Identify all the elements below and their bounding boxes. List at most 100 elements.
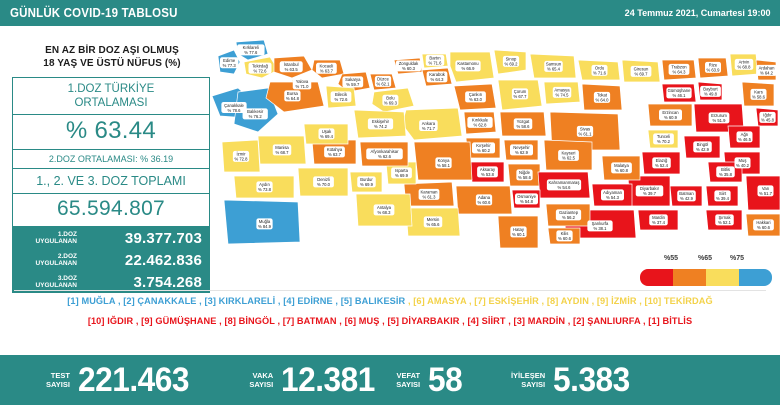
province-tokat[interactable] [581,83,623,111]
province-tunceli[interactable] [647,129,679,149]
province-siirt[interactable] [705,185,739,207]
province-mardin[interactable] [637,209,679,231]
province-diyarbakır[interactable] [627,175,671,207]
province-kastamonu[interactable] [449,51,495,83]
province-bolu[interactable] [371,87,415,113]
province-kocaeli[interactable] [311,59,345,79]
province-aydın[interactable] [233,175,295,199]
province-tekirdağ[interactable] [243,56,279,79]
province-karabük[interactable] [421,67,453,87]
case-count-label-line2: SAYISI [249,380,274,389]
province-bitlis[interactable] [707,161,743,183]
dose-3-value: 3.754.268 [133,273,202,291]
province-kilis[interactable] [547,227,581,245]
province-adana[interactable] [455,185,513,215]
province-i̇stanbul[interactable] [273,55,313,79]
dose-3-label: 3.DOZ UYGULANAN [12,275,84,290]
province-amasya[interactable] [543,81,581,105]
province-antalya[interactable] [355,193,413,227]
province-kırklareli[interactable] [235,39,269,61]
legend-swatch-red [640,269,673,286]
province-karaman[interactable] [403,181,455,207]
province-kırıkkale[interactable] [463,111,497,135]
dose-2-value: 22.462.836 [124,251,202,269]
province-edirne[interactable] [217,49,241,75]
death-count-label-line1: VEFAT [396,371,421,380]
province-samsun[interactable] [529,53,577,79]
province-aksaray[interactable] [469,161,505,183]
province-ankara[interactable] [401,107,463,141]
province-afyonkarahisar[interactable] [359,141,409,167]
province-muğla[interactable] [223,199,301,245]
province-manisa[interactable] [257,135,307,165]
province-çorum[interactable] [497,79,543,111]
province-malatya[interactable] [601,155,641,181]
province-düzce[interactable] [369,73,397,91]
province-nevşehir[interactable] [503,139,539,161]
province-sinop[interactable] [493,49,527,75]
province-ağrı[interactable] [727,125,761,149]
lowest-provinces-list: [10] IĞDIR , [9] GÜMÜŞHANE , [8] BİNGÖL … [87,316,693,326]
dose2-average-text: 2.DOZ ORTALAMASI: % 36.19 [13,150,209,169]
footer-stat-recovered: İYİLEŞEN SAYISI 5.383 [511,361,636,400]
dose1-average-value: % 63.44 [13,115,209,150]
province-kırşehir[interactable] [465,137,501,159]
province-zonguldak[interactable] [393,57,423,75]
panel-heading-line1: EN AZ BİR DOZ AŞI OLMUŞ [45,45,179,56]
province-mersin[interactable] [405,207,461,237]
vaccination-stats-panel: EN AZ BİR DOZ AŞI OLMUŞ 18 YAŞ VE ÜSTÜ N… [12,44,212,293]
province-denizli[interactable] [297,167,349,197]
province-hakkari[interactable] [745,213,780,237]
province-giresun[interactable] [621,59,661,83]
test-count-label-line2: SAYISI [46,380,70,389]
province-elazığ[interactable] [641,151,681,175]
dose-2-label: 2.DOZ UYGULANAN [12,253,84,268]
legend-tick-75: %75 [730,255,745,262]
province-gümüşhane[interactable] [661,83,697,103]
province-kars[interactable] [741,81,775,107]
province-gaziantep[interactable] [545,203,591,227]
death-count-label-line2: SAYISI [396,380,421,389]
province-bayburt[interactable] [697,81,723,101]
map-legend: %55 %65 %75 [640,255,772,289]
province-bingöl[interactable] [683,135,721,159]
province-i̇zmir[interactable] [221,139,261,173]
province-hatay[interactable] [497,215,539,249]
province-şırnak[interactable] [705,209,743,231]
province-uşak[interactable] [303,123,349,145]
panel-heading-line2: 18 YAŞ VE ÜSTÜ NÜFUS (%) [43,58,181,69]
province-yozgat[interactable] [499,111,547,137]
province-batman[interactable] [669,185,703,207]
dose-1-value: 39.377.703 [124,229,202,247]
footer-stat-death: VEFAT SAYISI 58 [396,361,465,400]
province-bilecik[interactable] [325,85,357,109]
province-kahramanmaraş[interactable] [537,171,591,199]
dose-2-label-line2: UYGULANAN [35,260,77,267]
province-bartın[interactable] [421,53,449,69]
province-niğde[interactable] [507,163,541,187]
province-van[interactable] [745,175,780,211]
panel-heading: EN AZ BİR DOZ AŞI OLMUŞ 18 YAŞ VE ÜSTÜ N… [12,44,212,70]
recovered-count-value: 5.383 [553,360,630,399]
province-kayseri[interactable] [543,139,593,171]
province-trabzon[interactable] [661,59,697,81]
province-erzincan[interactable] [647,103,693,127]
province-çankırı[interactable] [453,83,497,111]
province-konya[interactable] [413,141,473,181]
province-ordu[interactable] [577,59,621,81]
case-count-value: 12.381 [281,360,376,399]
province-ardahan[interactable] [755,59,777,81]
test-count-value: 221.463 [77,360,190,399]
highest-provinces-top5: [1] MUĞLA , [2] ÇANAKKALE , [3] KIRKLARE… [67,296,406,306]
province-iğdır[interactable] [755,107,779,127]
dose-1-label-line1: 1.DOZ [57,230,77,238]
province-adıyaman[interactable] [591,183,633,207]
page-title: GÜNLÜK COVID-19 TABLOSU [10,6,178,20]
province-burdur[interactable] [349,171,383,193]
province-rize[interactable] [697,57,729,79]
province-artvin[interactable] [729,53,759,77]
province-osmaniye[interactable] [511,189,541,209]
province-eskişehir[interactable] [353,109,407,139]
